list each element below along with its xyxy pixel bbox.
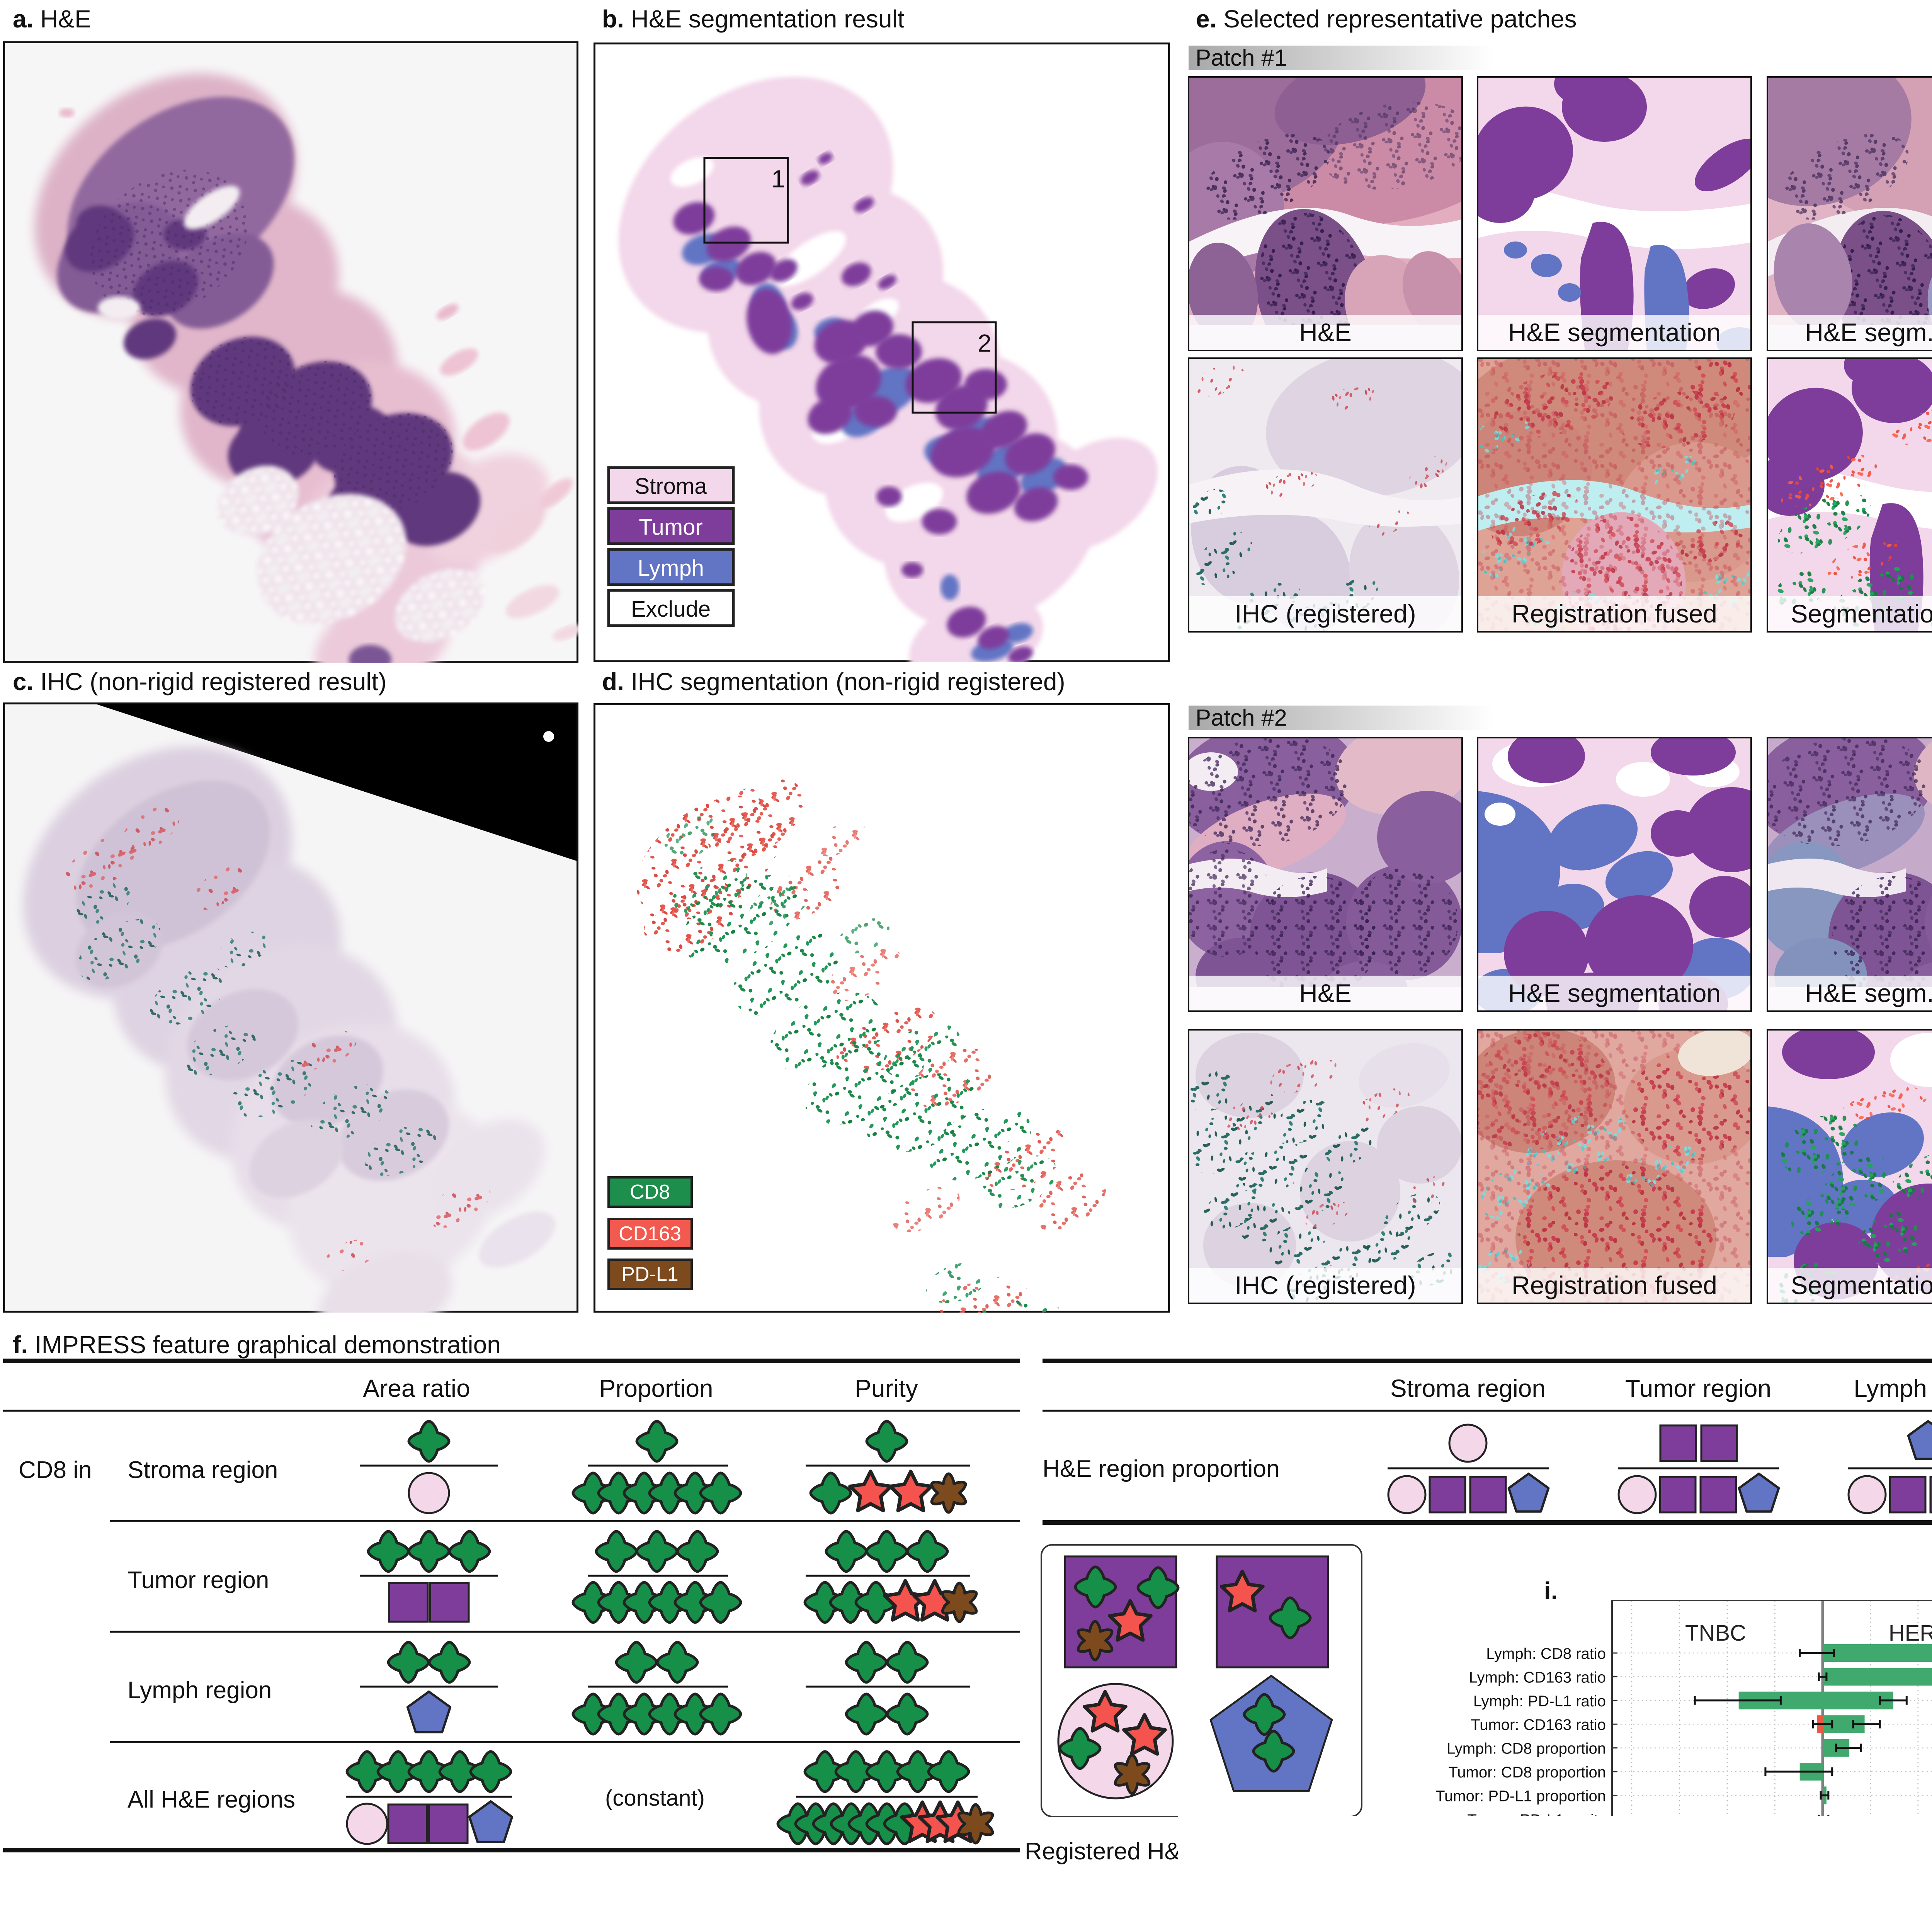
svg-text:Exclude: Exclude bbox=[631, 597, 711, 622]
svg-text:Stroma region: Stroma region bbox=[656, 1877, 806, 1903]
svg-text:Lymph region: Lymph region bbox=[128, 1677, 272, 1704]
svg-text:Lymph: CD163 ratio: Lymph: CD163 ratio bbox=[1469, 1669, 1606, 1686]
svg-text:H&E segmentation: H&E segmentation bbox=[1508, 979, 1721, 1007]
svg-text:Lymph: PD-L1 ratio: Lymph: PD-L1 ratio bbox=[1473, 1693, 1606, 1710]
svg-text:All: PD-L1 purity: All: PD-L1 purity bbox=[1494, 1883, 1606, 1900]
svg-text:All: PD-L1 ratio: All: PD-L1 ratio bbox=[1502, 1930, 1606, 1932]
svg-text:Tumor: CD163 proportion: Tumor: CD163 proportion bbox=[1431, 1906, 1606, 1923]
svg-text:CD163: CD163 bbox=[619, 1223, 681, 1245]
svg-text:CD8: CD8 bbox=[630, 1181, 670, 1203]
svg-text:Tumor: PD-L1 purity: Tumor: PD-L1 purity bbox=[1467, 1811, 1606, 1828]
svg-text:Purity: Purity bbox=[855, 1374, 918, 1402]
svg-text:Lymph: CD8 proportion: Lymph: CD8 proportion bbox=[1447, 1740, 1606, 1757]
svg-text:All H&E regions: All H&E regions bbox=[128, 1786, 295, 1813]
svg-text:CD163: CD163 bbox=[279, 1877, 354, 1903]
svg-text:IHC (registered): IHC (registered) bbox=[1235, 599, 1416, 628]
svg-text:Lymph: CD8 ratio: Lymph: CD8 ratio bbox=[1486, 1645, 1606, 1662]
svg-text:Segmentation fused: Segmentation fused bbox=[1791, 599, 1932, 628]
svg-text:PD-L1: PD-L1 bbox=[425, 1877, 493, 1903]
svg-text:H&E segmentation: H&E segmentation bbox=[1508, 318, 1721, 347]
svg-text:CD8: CD8 bbox=[166, 1877, 214, 1903]
svg-text:Lymph region: Lymph region bbox=[1854, 1374, 1932, 1402]
svg-text:H&E region proportion: H&E region proportion bbox=[1043, 1456, 1279, 1482]
svg-text:PD-L1: PD-L1 bbox=[621, 1263, 678, 1286]
svg-text:Lymph: Lymph bbox=[638, 556, 704, 581]
svg-text:H&E: H&E bbox=[1299, 979, 1352, 1007]
svg-text:Stroma: Stroma bbox=[635, 474, 707, 499]
svg-text:(constant): (constant) bbox=[605, 1786, 705, 1811]
svg-text:Lymph: CD8 purity: Lymph: CD8 purity bbox=[1478, 1859, 1606, 1876]
svg-text:Segmentation fused: Segmentation fused bbox=[1791, 1271, 1932, 1299]
svg-text:H&E: H&E bbox=[1299, 318, 1352, 347]
svg-text:CD8 in: CD8 in bbox=[19, 1457, 92, 1483]
svg-text:Registered H&E and IHC images: Registered H&E and IHC images bbox=[1025, 1838, 1375, 1865]
svg-text:Lymph region: Lymph region bbox=[1101, 1877, 1245, 1903]
svg-text:Area ratio: Area ratio bbox=[363, 1374, 470, 1402]
svg-text:Tumor: PD-L1 proportion: Tumor: PD-L1 proportion bbox=[1435, 1787, 1606, 1804]
svg-text:All: CD163 ratio: All: CD163 ratio bbox=[1498, 1835, 1606, 1852]
svg-text:HER2+: HER2+ bbox=[1889, 1621, 1932, 1646]
svg-text:Tumor region: Tumor region bbox=[1625, 1374, 1771, 1402]
svg-text:1: 1 bbox=[771, 165, 785, 193]
svg-text:2: 2 bbox=[978, 329, 992, 357]
svg-text:Tumor: CD8 proportion: Tumor: CD8 proportion bbox=[1448, 1764, 1606, 1781]
svg-text:Stroma region: Stroma region bbox=[128, 1457, 278, 1483]
svg-text:Proportion: Proportion bbox=[599, 1374, 713, 1402]
svg-text:IHC (registered): IHC (registered) bbox=[1235, 1271, 1416, 1299]
svg-text:Tumor region: Tumor region bbox=[128, 1567, 269, 1594]
svg-text:Registration fused: Registration fused bbox=[1512, 599, 1717, 628]
svg-text:TNBC: TNBC bbox=[1685, 1621, 1746, 1646]
svg-text:H&E segm. fused: H&E segm. fused bbox=[1805, 318, 1932, 347]
svg-text:Tumor: CD163 ratio: Tumor: CD163 ratio bbox=[1471, 1716, 1606, 1733]
svg-text:Tumor region: Tumor region bbox=[885, 1877, 1026, 1903]
svg-text:H&E segm. fused: H&E segm. fused bbox=[1805, 979, 1932, 1007]
svg-text:Tumor: Tumor bbox=[639, 515, 702, 540]
svg-text:Registration fused: Registration fused bbox=[1512, 1271, 1717, 1299]
svg-text:Stroma region: Stroma region bbox=[1390, 1374, 1546, 1402]
